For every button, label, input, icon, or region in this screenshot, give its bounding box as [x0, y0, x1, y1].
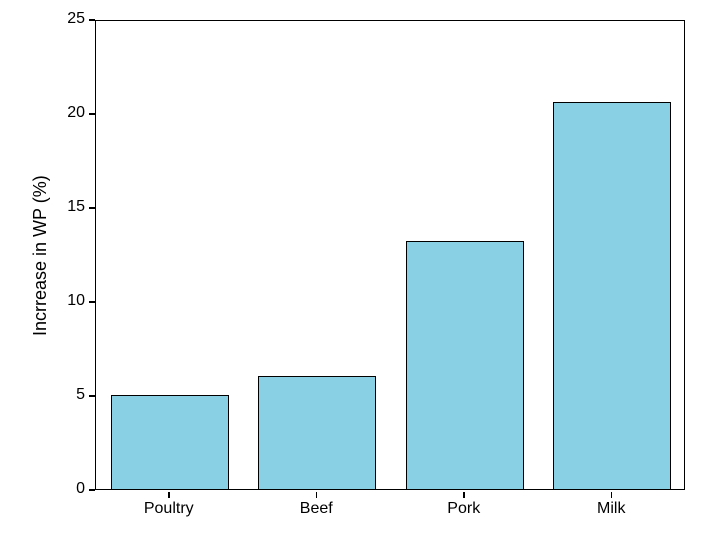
- y-tick-label: 5: [76, 386, 85, 404]
- y-tick: [89, 113, 95, 115]
- x-tick: [611, 492, 613, 498]
- y-tick: [89, 301, 95, 303]
- bar-pork: [406, 241, 524, 489]
- y-tick-label: 10: [67, 292, 85, 310]
- y-tick-label: 20: [67, 104, 85, 122]
- y-tick-label: 25: [67, 10, 85, 28]
- x-tick: [316, 492, 318, 498]
- bar-beef: [258, 376, 376, 489]
- y-tick: [89, 489, 95, 491]
- x-tick: [168, 492, 170, 498]
- y-tick-label: 0: [76, 480, 85, 498]
- bar-poultry: [111, 395, 229, 489]
- x-tick-label: Beef: [243, 500, 391, 518]
- plot-area: [95, 20, 685, 490]
- y-tick: [89, 19, 95, 21]
- x-tick-label: Pork: [390, 500, 538, 518]
- y-tick-label: 15: [67, 198, 85, 216]
- x-tick-label: Poultry: [95, 500, 243, 518]
- y-tick: [89, 207, 95, 209]
- y-tick: [89, 395, 95, 397]
- x-tick: [463, 492, 465, 498]
- x-tick-label: Milk: [538, 500, 686, 518]
- bar-chart: Incrrease in WP (%) 0 5 10 15 20 25 PoultryBee…: [0, 0, 720, 540]
- bar-milk: [553, 102, 671, 489]
- y-axis-label: Incrrease in WP (%): [30, 175, 51, 336]
